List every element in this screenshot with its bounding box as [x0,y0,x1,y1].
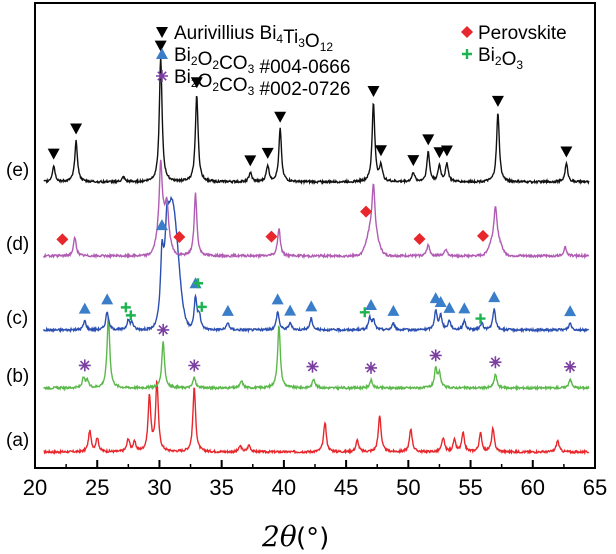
marker-triangle-down-e-1 [70,123,83,135]
trace-c [43,195,590,334]
marker-triangle-down-e-4 [244,155,257,167]
legend-perovskite-label: Perovskite [478,23,567,44]
marker-asterisk-b-2 [188,359,201,372]
legend-aurivillius-label: Aurivillius Bi4Ti3O12 [174,23,333,54]
legend-bi2o2co3-004-label: Bi2O2CO3 #004-0666 [174,45,350,78]
marker-diamond-d-4 [413,233,426,246]
marker-plus-c-5 [475,313,486,324]
trace-label-d: (d) [6,234,29,255]
x-axis-symbol: 2θ [261,520,297,553]
x-ticks-group: 20 25 30 35 40 45 50 55 60 65 [23,460,607,500]
marker-plus-c-1 [125,310,136,321]
marker-plus-c-0 [120,302,131,313]
marker-plus-c-2 [193,278,204,289]
trace-label-e: (e) [6,160,29,181]
marker-diamond-d-2 [265,230,278,243]
marker-triangle-down-e-3 [190,77,203,89]
x-tick-label-65: 65 [583,475,607,500]
x-tick-label-35: 35 [209,475,233,500]
markers-group [47,40,577,374]
marker-triangle-down-e-14 [560,146,573,158]
legend-group: Aurivillius Bi4Ti3O12 Perovskite Bi2O2CO3 … [156,23,567,100]
marker-triangle-down-e-6 [274,111,287,123]
x-tick-label-55: 55 [458,475,482,500]
marker-triangle-down-e-5 [261,147,274,159]
marker-triangle-up-c-0 [78,302,91,314]
marker-triangle-up-c-4 [221,304,234,316]
marker-asterisk-b-6 [489,356,502,369]
marker-triangle-down-e-11 [433,147,446,159]
marker-triangle-down-e-7 [367,85,380,97]
marker-plus-c-3 [196,301,207,312]
trace-label-a: (a) [6,430,29,451]
legend-aurivillius-marker [156,27,168,38]
marker-triangle-up-c-6 [284,304,297,316]
marker-asterisk-b-4 [365,361,377,374]
marker-triangle-down-e-9 [407,155,420,167]
x-tick-label-20: 20 [23,475,47,500]
marker-diamond-d-0 [56,233,69,246]
marker-triangle-up-c-11 [434,296,447,308]
trace-d [43,159,590,260]
marker-triangle-down-e-2 [154,40,167,52]
marker-triangle-up-c-1 [101,293,114,305]
marker-diamond-d-1 [173,230,186,243]
legend-bi2o3-label: Bi2O3 [478,45,523,72]
marker-diamond-d-5 [477,229,489,242]
marker-triangle-down-e-8 [374,145,387,157]
x-tick-label-50: 50 [396,475,420,500]
marker-triangle-down-e-12 [440,145,453,157]
x-tick-label-45: 45 [334,475,358,500]
legend-bi2o2co3-002-label: Bi2O2CO3 #002-0726 [174,67,350,100]
marker-triangle-down-e-10 [422,134,435,146]
legend-aurivillius: Aurivillius Bi4Ti3O12 [156,23,333,54]
trace-label-b: (b) [6,366,29,387]
marker-triangle-up-c-14 [488,291,501,303]
marker-triangle-up-c-2 [155,219,168,231]
legend-bi2o3: Bi2O3 [462,45,523,72]
marker-triangle-down-e-0 [47,148,60,160]
trace-label-c: (c) [6,308,28,329]
x-axis-unit: (°) [296,523,329,553]
x-tick-label-40: 40 [272,475,296,500]
x-tick-label-30: 30 [147,475,171,500]
trace-e [43,56,590,186]
marker-plus-c-4 [359,307,370,318]
marker-triangle-up-c-13 [458,302,471,314]
legend-bi2o2co3-004-marker [156,48,168,59]
trace-b [43,316,590,392]
trace-a [43,379,590,456]
legend-perovskite-marker [461,26,473,38]
marker-asterisk-b-5 [429,349,442,362]
marker-triangle-up-c-12 [443,301,456,313]
marker-diamond-d-3 [360,205,373,218]
marker-asterisk-b-0 [78,359,91,372]
x-tick-label-25: 25 [85,475,109,500]
marker-asterisk-b-1 [157,323,170,336]
legend-bi2o2co3-004: Bi2O2CO3 #004-0666 [156,45,350,78]
traces-group: (a) (b) (c) (d) (e) [6,56,590,456]
legend-bi2o3-marker [462,49,472,59]
legend-perovskite: Perovskite [461,23,567,44]
marker-asterisk-b-3 [306,360,319,373]
legend-bi2o2co3-002-marker [156,70,168,82]
marker-triangle-up-c-5 [271,293,284,305]
marker-triangle-up-c-9 [387,304,400,316]
marker-triangle-down-e-13 [491,95,504,107]
x-tick-label-60: 60 [521,475,545,500]
marker-triangle-up-c-8 [365,298,377,310]
legend-bi2o2co3-002: Bi2O2CO3 #002-0726 [156,67,350,100]
marker-triangle-up-c-7 [305,300,318,312]
marker-triangle-up-c-15 [564,305,577,317]
marker-asterisk-b-7 [564,360,577,373]
